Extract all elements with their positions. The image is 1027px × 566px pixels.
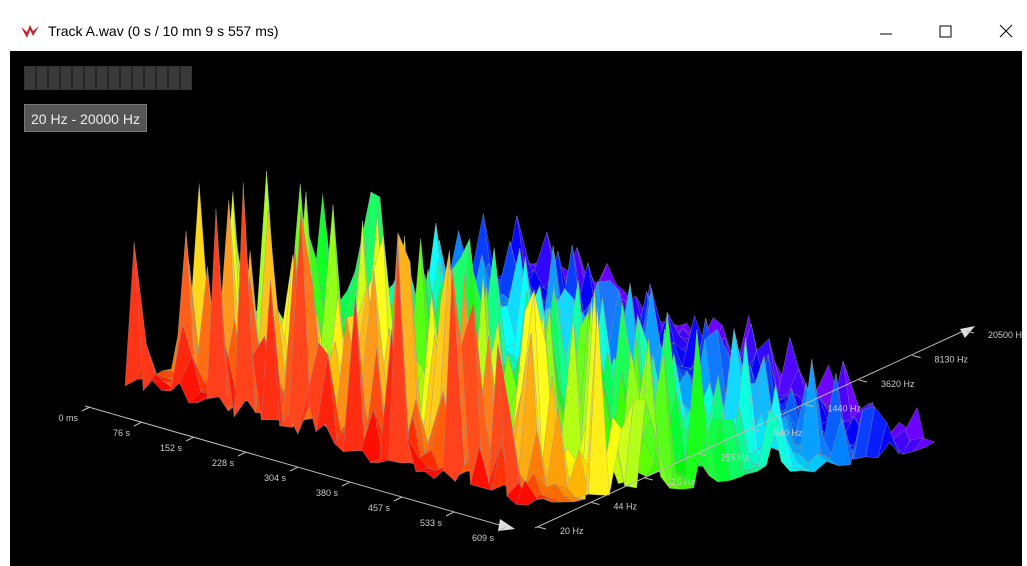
time-tick-label: 304 s (264, 473, 287, 483)
frequency-tick (965, 330, 975, 334)
time-tick-label: 228 s (212, 458, 235, 468)
frequency-tick-label: 540 Hz (774, 428, 803, 438)
axis-arrow (498, 519, 515, 531)
frequency-tick (644, 477, 654, 481)
time-tick (445, 511, 455, 517)
frequency-tick-label: 3620 Hz (881, 379, 915, 389)
time-tick (237, 451, 247, 457)
spectrum-view: 0 ms 76 s 152 s 228 s 304 s 380 s 457 s 533 s 60… (10, 51, 1022, 566)
frequency-tick (805, 404, 814, 407)
spectrum-3d: 0 ms 76 s 152 s 228 s 304 s 380 s 457 s 533 s 60… (58, 171, 1022, 543)
surface-cell (515, 479, 538, 506)
time-tick (341, 481, 351, 487)
frequency-range-button[interactable]: 20 Hz - 20000 Hz (24, 104, 147, 132)
axis-arrow (960, 326, 975, 338)
frequency-tick (537, 526, 547, 530)
time-tick-label: 0 ms (58, 413, 78, 423)
maximize-button[interactable] (939, 25, 952, 38)
time-tick (185, 436, 195, 442)
frequency-tick-label: 1440 Hz (828, 404, 862, 414)
frequency-tick (698, 453, 707, 456)
time-tick (289, 466, 299, 472)
level-meter (24, 66, 192, 90)
frequency-tick-label: 20500 Hz (988, 330, 1022, 340)
time-tick (133, 421, 143, 427)
time-tick (393, 496, 403, 502)
time-tick (497, 526, 507, 532)
frequency-tick-label: 20 Hz (560, 526, 584, 536)
frequency-tick-label: 8130 Hz (935, 355, 969, 365)
window-title: Track A.wav (0 s / 10 mn 9 s 557 ms) (48, 23, 279, 39)
time-tick-label: 609 s (472, 533, 495, 543)
app-icon (21, 25, 39, 38)
frequency-tick (858, 379, 868, 383)
frequency-tick (751, 428, 761, 432)
time-tick-label: 76 s (113, 428, 131, 438)
frequency-tick (591, 502, 600, 505)
title-bar: Track A.wav (0 s / 10 mn 9 s 557 ms) (0, 0, 1027, 51)
close-button[interactable] (999, 24, 1013, 38)
frequency-tick (912, 355, 921, 358)
time-tick-label: 533 s (420, 518, 443, 528)
time-tick (81, 406, 91, 412)
frequency-axis (534, 327, 971, 529)
frequency-tick-label: 255 Hz (721, 453, 750, 463)
time-tick-label: 380 s (316, 488, 339, 498)
frequency-tick-label: 115 Hz (667, 477, 695, 487)
time-tick-label: 457 s (368, 503, 391, 513)
frequency-tick-label: 44 Hz (614, 502, 638, 512)
window-controls[interactable] (870, 20, 1020, 44)
time-tick-label: 152 s (160, 443, 183, 453)
